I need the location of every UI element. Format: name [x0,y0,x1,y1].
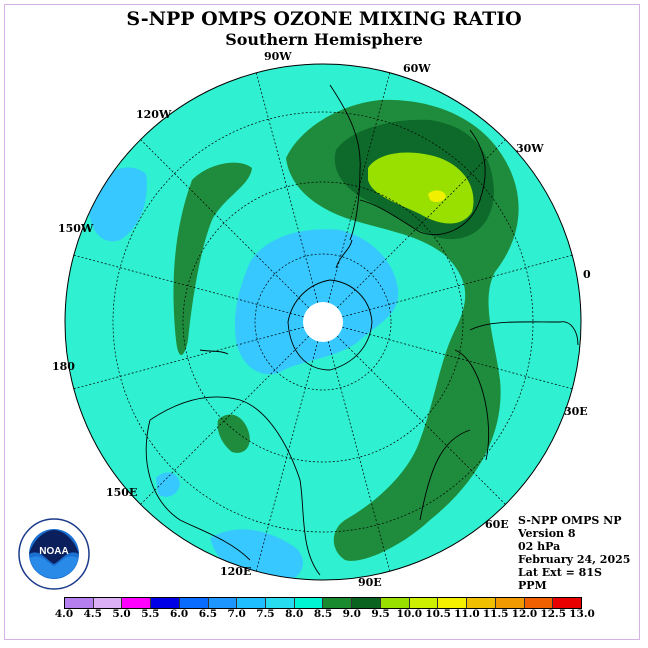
ozone-region-high-west [173,162,252,355]
color-scale-tick-label: 7.5 [256,608,275,620]
meridian-line [73,321,324,390]
lon-label-120w: 120W [136,108,172,121]
ozone-region-low-sw [156,472,180,497]
color-swatch [438,598,468,608]
meridian-line [255,321,324,572]
map-title: S-NPP OMPS OZONE MIXING RATIO [126,8,522,30]
color-scale-tick-label: 4.0 [54,608,74,620]
pole-mask [303,302,343,342]
color-swatch [553,598,581,608]
color-swatch [266,598,295,608]
info-version: Version 8 [518,527,576,540]
color-swatch [65,598,94,608]
color-swatch [467,598,496,608]
color-scale-tick-label: 10.0 [396,608,423,620]
info-lat-extent: Lat Ext = 81S [518,566,602,579]
ozone-region-highest [368,152,474,224]
color-scale-tick-label: 13.0 [569,608,595,620]
color-swatch [323,598,353,608]
color-scale-tick-label: 9.0 [342,608,361,620]
lon-label-60e: 60E [485,518,509,531]
meridian-line [322,139,506,323]
meridian-line [140,139,324,323]
color-scale-tick-label: 8.5 [313,608,333,620]
color-scale-tick-label: 5.5 [141,608,160,620]
color-scale-tick-label: 6.5 [198,608,218,620]
ozone-region-high-south [217,414,250,453]
color-scale-ticks: 4.0 4.5 5.0 5.5 6.0 6.5 7.0 7.5 8.0 8.5 9.0 9.5 10.0… [52,608,596,622]
color-scale-tick-label: 11.5 [482,608,509,620]
color-swatch [380,598,410,608]
color-swatch [524,598,554,608]
color-swatch [151,598,180,608]
info-pressure: 02 hPa [518,540,561,553]
map-subtitle: Southern Hemisphere [225,30,423,49]
meridian-line [322,321,573,390]
map-boundary [64,63,582,581]
meridian-line [322,72,391,323]
info-date: February 24, 2025 [518,553,631,566]
color-swatch [208,598,238,608]
ozone-region-peak [428,190,446,203]
lon-label-180: 180 [52,360,75,373]
product-info: S-NPP OMPS NP Version 8 02 hPa February … [518,514,630,592]
lon-label-150e: 150E [106,486,138,499]
color-scale-bar [64,597,582,609]
color-swatch [352,598,381,608]
color-scale-tick-label: 5.0 [112,608,131,620]
meridian-line [73,254,324,323]
color-swatch [93,598,123,608]
color-scale-tick-label: 10.5 [425,608,451,620]
lon-label-30w: 30W [516,142,544,155]
color-scale-tick-label: 8.0 [285,608,304,620]
color-swatch [409,598,439,608]
lon-label-60w: 60W [403,62,431,75]
lon-label-150w: 150W [58,222,94,235]
lon-label-90w: 90W [264,50,292,63]
lon-label-30e: 30E [564,405,588,418]
color-scale-tick-label: 4.5 [83,608,102,620]
meridian-line [255,72,324,323]
color-scale-tick-label: 7.0 [227,608,246,620]
noaa-logo-text: NOAA [39,546,68,557]
lon-label-120e: 120E [220,565,252,578]
color-scale-tick-label: 9.5 [371,608,390,620]
meridian-line [322,321,506,505]
ozone-region-low-center [234,229,399,375]
noaa-logo-icon: NOAA [18,518,90,590]
color-swatch [237,598,267,608]
meridians [73,72,573,572]
meridian-line [140,321,324,505]
info-units: PPM [518,579,547,592]
figure-frame [4,4,640,640]
color-scale-tick-label: 6.0 [169,608,189,620]
color-swatch [179,598,209,608]
color-swatch [122,598,152,608]
info-instrument: S-NPP OMPS NP [518,514,622,527]
lon-label-90e: 90E [358,576,382,589]
color-scale-tick-label: 12.5 [540,608,566,620]
coastlines [145,84,579,576]
color-swatch [294,598,324,608]
color-scale-tick-label: 12.0 [511,608,538,620]
color-scale-tick-label: 11.0 [454,608,480,620]
lon-label-0: 0 [583,268,591,281]
meridian-line [322,254,573,323]
color-swatch [495,598,525,608]
meridian-line [322,321,391,572]
